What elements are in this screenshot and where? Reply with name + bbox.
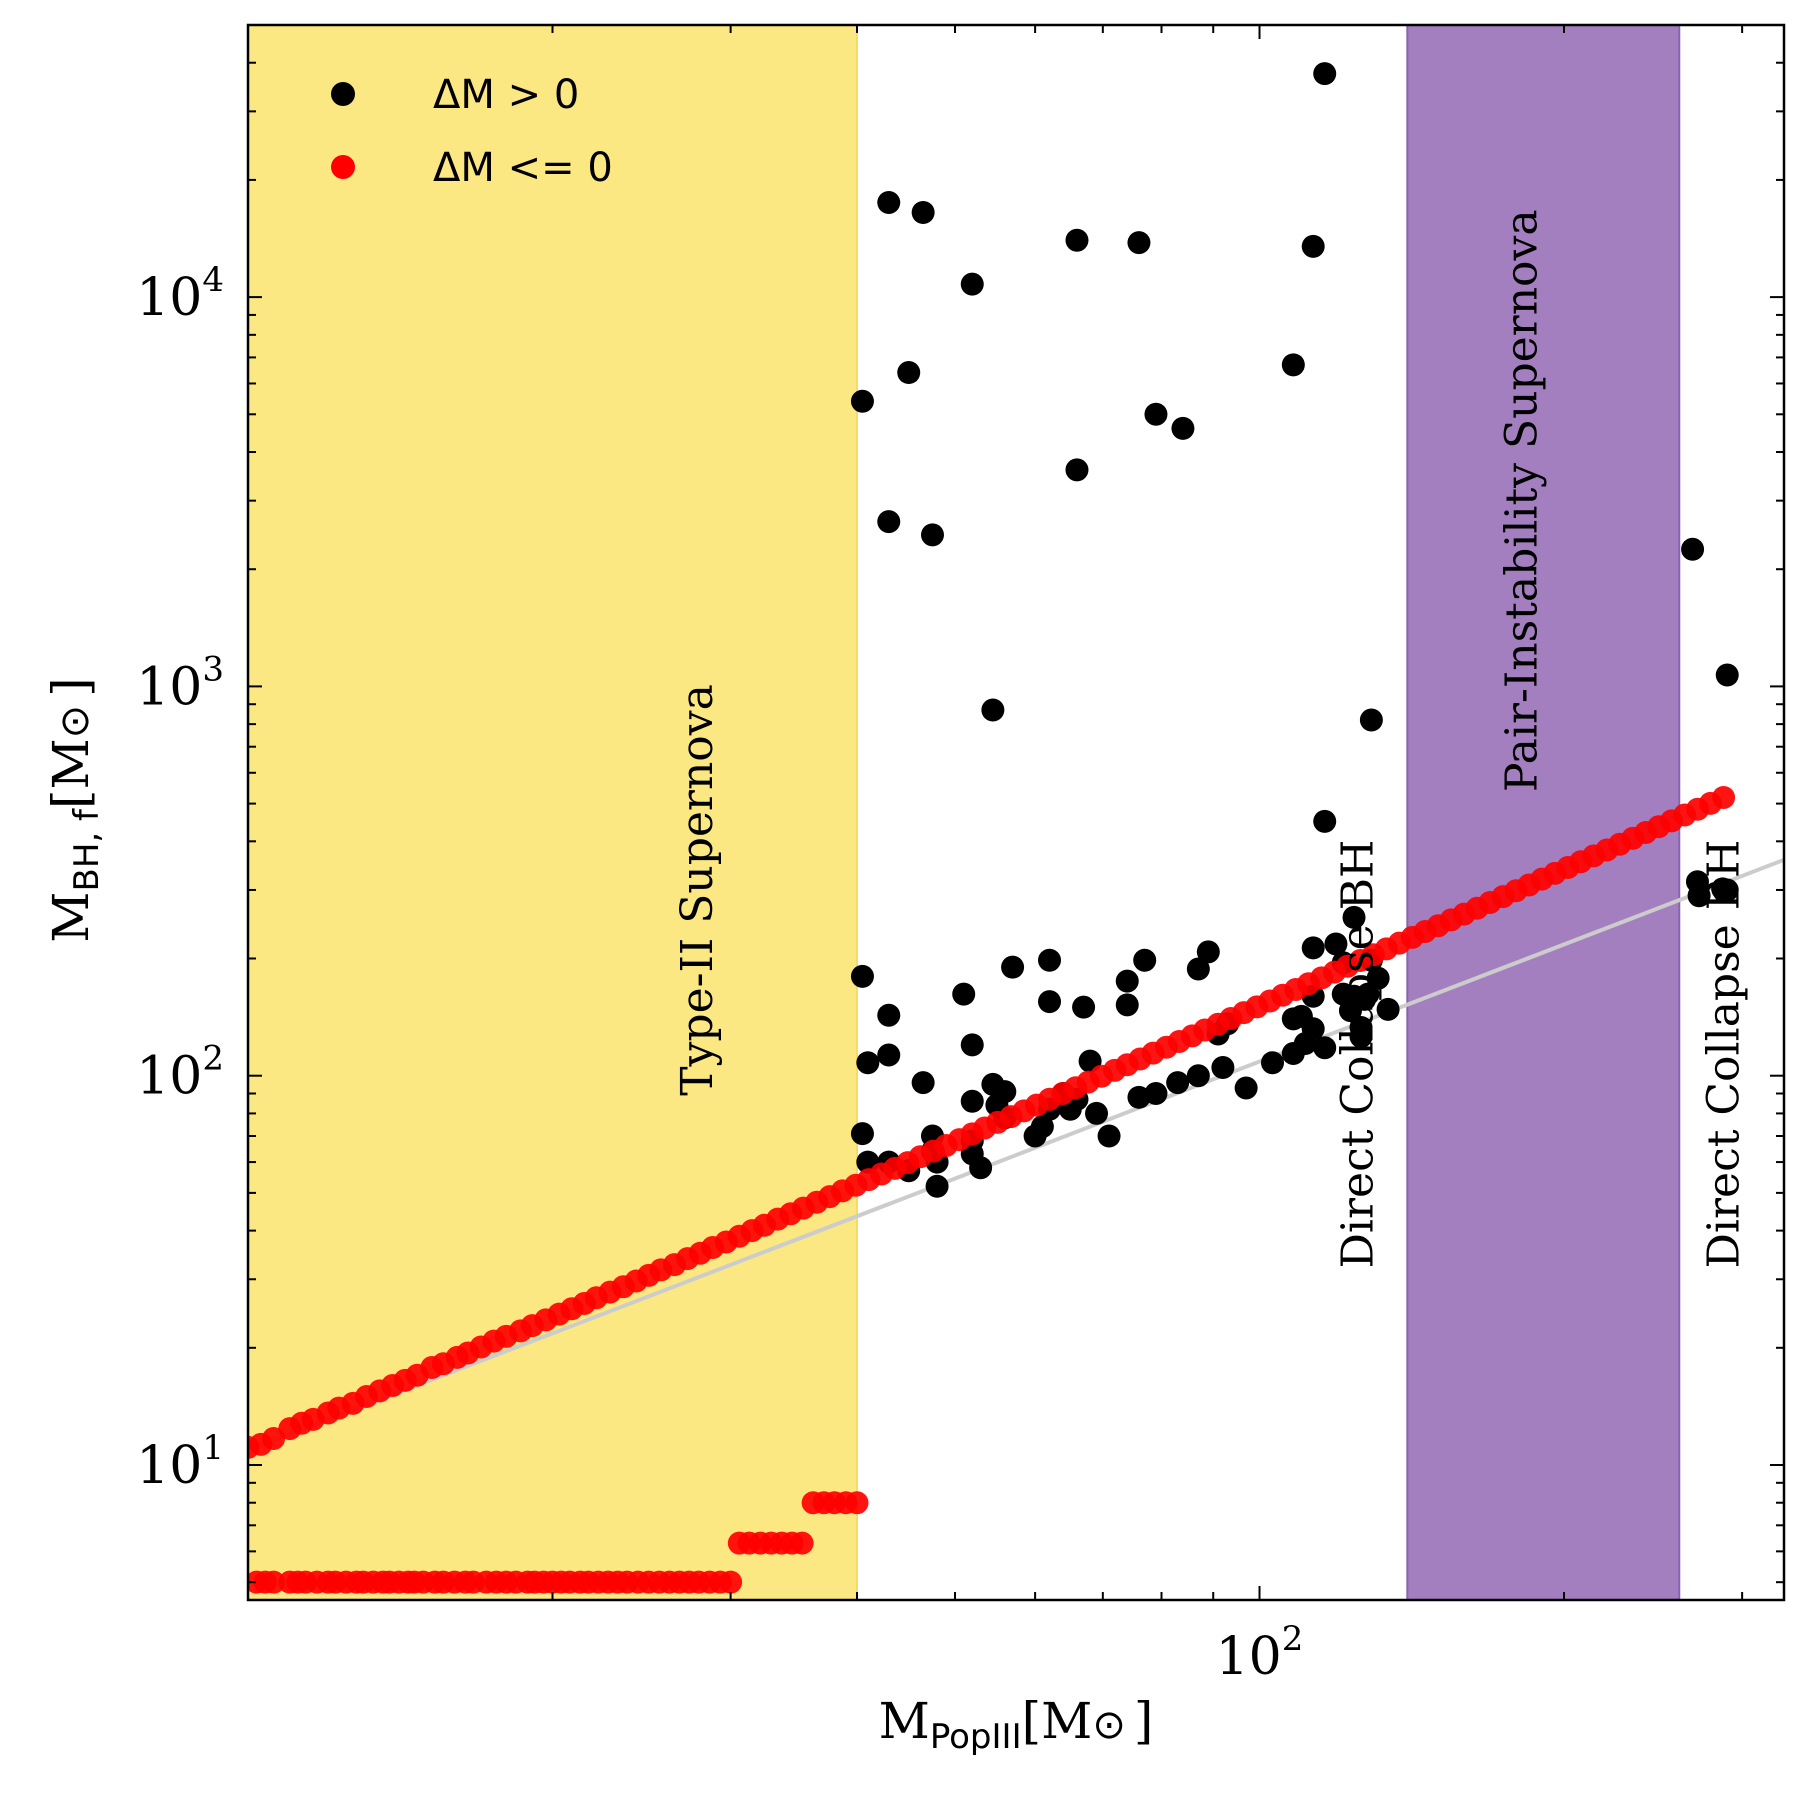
data-point xyxy=(1065,228,1089,252)
plot-frame xyxy=(246,23,1786,1602)
data-point xyxy=(952,982,976,1006)
data-point xyxy=(1301,1017,1325,1041)
data-point xyxy=(960,272,984,296)
data-point xyxy=(925,1174,949,1198)
data-point xyxy=(1301,936,1325,960)
data-point xyxy=(1359,708,1383,732)
data-point xyxy=(1211,1055,1235,1079)
data-point xyxy=(1234,1076,1258,1100)
data-point xyxy=(850,964,874,988)
data-point xyxy=(1115,969,1139,993)
data-point xyxy=(1166,1071,1190,1095)
series-nonpositive xyxy=(248,786,1736,1594)
data-point xyxy=(981,698,1005,722)
data-point xyxy=(877,1003,901,1027)
y-tick-label: 102 xyxy=(136,1039,224,1107)
data-point xyxy=(1186,1064,1210,1088)
data-point xyxy=(993,1080,1017,1104)
legend: ΔM > 0 ΔM <= 0 xyxy=(331,72,613,191)
data-point xyxy=(719,1570,743,1594)
y-tick-label: 103 xyxy=(136,649,224,717)
data-point xyxy=(1115,993,1139,1017)
data-point xyxy=(1376,997,1400,1021)
legend-marker-positive xyxy=(331,82,355,106)
data-point xyxy=(1313,1036,1337,1060)
data-point xyxy=(1324,932,1348,956)
data-point xyxy=(790,1531,814,1555)
data-point xyxy=(911,200,935,224)
x-axis-label: MPopIII[M⊙] xyxy=(879,1692,1154,1757)
data-point xyxy=(960,1033,984,1057)
pair-instability-region-label: Pair-Instability Supernova xyxy=(1496,209,1547,792)
y-axis-label: MBH, f[M⊙] xyxy=(42,677,107,942)
data-point xyxy=(1144,402,1168,426)
points-layer xyxy=(248,62,1739,1594)
data-point xyxy=(1366,966,1390,990)
data-point xyxy=(1261,1051,1285,1075)
data-point xyxy=(897,361,921,385)
legend-label-nonpositive: ΔM <= 0 xyxy=(433,145,613,191)
x-tick-label: 102 xyxy=(1216,1619,1304,1687)
y-tick-label: 101 xyxy=(136,1428,224,1496)
data-point xyxy=(1097,1124,1121,1148)
region-labels-layer: Type-II Supernova Pair-Instability Supern… xyxy=(672,209,1750,1268)
direct-collapse-bh-left-label: Direct Collapse BH xyxy=(1333,840,1384,1269)
y-tick-label: 104 xyxy=(136,260,224,328)
data-point xyxy=(877,1043,901,1067)
data-point xyxy=(1127,231,1151,255)
data-point xyxy=(1349,1015,1373,1039)
data-point xyxy=(1038,948,1062,972)
data-point xyxy=(920,523,944,547)
type-ii-region-label: Type-II Supernova xyxy=(672,684,723,1096)
reference-line xyxy=(248,857,1784,1453)
data-point xyxy=(1715,663,1739,687)
data-point xyxy=(1281,353,1305,377)
data-point xyxy=(1085,1101,1109,1125)
data-point xyxy=(1681,537,1705,561)
data-point xyxy=(1001,955,1025,979)
data-point xyxy=(1038,990,1062,1014)
data-point xyxy=(1030,1115,1054,1139)
pair-instability-region xyxy=(1407,25,1680,1600)
type-ii-region xyxy=(248,25,857,1600)
data-point xyxy=(1171,416,1195,440)
data-point xyxy=(960,1089,984,1113)
data-point xyxy=(1065,458,1089,482)
data-point xyxy=(1313,62,1337,86)
data-point xyxy=(1313,809,1337,833)
data-point xyxy=(262,1570,286,1594)
data-point xyxy=(911,1071,935,1095)
data-point xyxy=(1133,948,1157,972)
data-point xyxy=(1186,957,1210,981)
data-point xyxy=(845,1491,869,1515)
legend-marker-nonpositive xyxy=(331,155,355,179)
data-point xyxy=(1687,884,1711,908)
regions-layer xyxy=(248,25,1681,1600)
data-point xyxy=(969,1156,993,1180)
data-point xyxy=(850,1122,874,1146)
data-point xyxy=(850,389,874,413)
data-point xyxy=(1712,786,1736,810)
data-point xyxy=(877,510,901,534)
data-point xyxy=(1196,940,1220,964)
data-point xyxy=(1342,905,1366,929)
reference-line-layer xyxy=(248,857,1784,1453)
data-point xyxy=(1072,995,1096,1019)
data-point xyxy=(1301,234,1325,258)
direct-collapse-bh-right-label: Direct Collapse BH xyxy=(1699,840,1750,1269)
data-point xyxy=(856,1051,880,1075)
series-positive xyxy=(850,62,1739,1198)
data-point xyxy=(1715,878,1739,902)
data-point xyxy=(1144,1082,1168,1106)
ticks-layer: 101 102 103 104 102 xyxy=(136,24,1784,1687)
legend-label-positive: ΔM > 0 xyxy=(433,72,579,118)
data-point xyxy=(877,190,901,214)
